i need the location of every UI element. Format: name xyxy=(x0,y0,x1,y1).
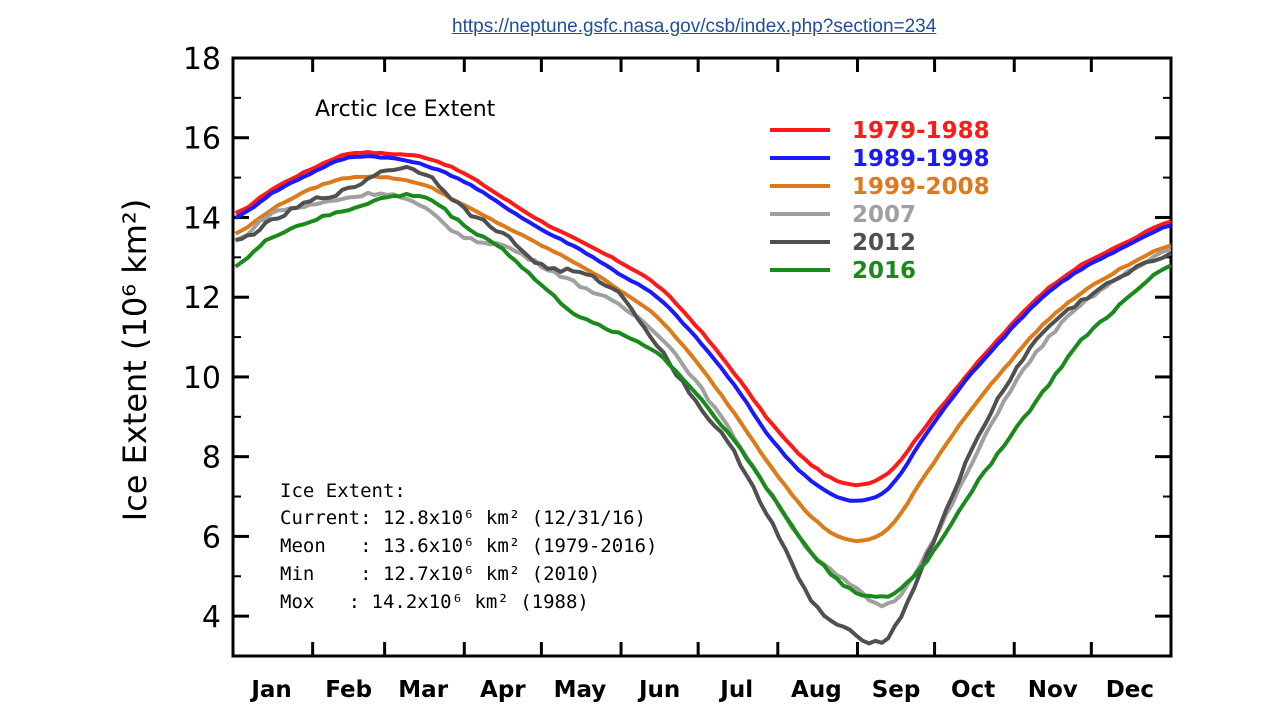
y-tick-label: 18 xyxy=(183,42,221,77)
y-tick-label: 8 xyxy=(202,441,221,476)
x-tick-label: Jan xyxy=(249,677,291,703)
x-tick-label: May xyxy=(554,677,607,703)
x-tick-label: Sep xyxy=(872,677,921,703)
axis-ticks xyxy=(233,56,1171,657)
x-tick-label: Feb xyxy=(325,677,372,703)
x-tick-label: Dec xyxy=(1106,677,1154,703)
annotation-line-mean: Meon : 13.6x10⁶ km² (1979-2016) xyxy=(280,535,658,557)
y-tick-label: 16 xyxy=(183,122,221,157)
x-tick-label: Jul xyxy=(718,677,753,703)
x-tick-label: Apr xyxy=(480,677,526,703)
y-tick-label: 14 xyxy=(183,201,221,236)
legend-label: 1989-1998 xyxy=(852,146,990,172)
plot-frame xyxy=(231,56,1173,658)
source-url-link[interactable]: https://neptune.gsfc.nasa.gov/csb/index.… xyxy=(452,16,937,37)
annotation-heading: Ice Extent: xyxy=(280,480,406,502)
series-line-2012 xyxy=(235,164,1172,646)
legend-label: 2007 xyxy=(852,202,916,228)
y-tick-labels: 4 6 8 10 12 14 16 18 xyxy=(183,42,221,635)
y-tick-label: 12 xyxy=(183,281,221,316)
y-tick-label: 6 xyxy=(202,520,221,555)
annotation-line-max: Mox : 14.2x10⁶ km² (1988) xyxy=(280,591,589,613)
series-line-2007 xyxy=(234,190,1172,609)
series-line-1999-2008 xyxy=(234,174,1172,544)
legend-label: 2012 xyxy=(852,230,916,256)
x-tick-label: Mar xyxy=(398,677,448,703)
series-line-1979-1988 xyxy=(234,150,1172,488)
series-lines xyxy=(234,150,1172,646)
y-axis-label: Ice Extent (10⁶ km²) xyxy=(116,199,154,522)
ice-extent-annotation: Ice Extent: Current: 12.8x10⁶ km² (12/31… xyxy=(280,480,658,613)
annotation-line-min: Min : 12.7x10⁶ km² (2010) xyxy=(280,563,600,585)
chart-title: Arctic Ice Extent xyxy=(315,97,496,122)
x-tick-label: Jun xyxy=(637,677,680,703)
series-line-1989-1998 xyxy=(234,154,1172,503)
series-line-2016 xyxy=(234,191,1172,599)
y-tick-label: 10 xyxy=(183,361,221,396)
legend-label: 2016 xyxy=(852,258,916,284)
x-tick-label: Nov xyxy=(1028,677,1078,703)
legend-label: 1999-2008 xyxy=(852,174,990,200)
x-tick-labels: Jan Feb Mar Apr May Jun Jul Aug Sep Oct Nov Dec xyxy=(249,677,1154,703)
annotation-line-current: Current: 12.8x10⁶ km² (12/31/16) xyxy=(280,507,646,529)
x-tick-label: Aug xyxy=(791,677,842,703)
y-tick-label: 4 xyxy=(202,600,221,635)
legend-label: 1979-1988 xyxy=(852,118,990,144)
x-tick-label: Oct xyxy=(951,677,995,703)
